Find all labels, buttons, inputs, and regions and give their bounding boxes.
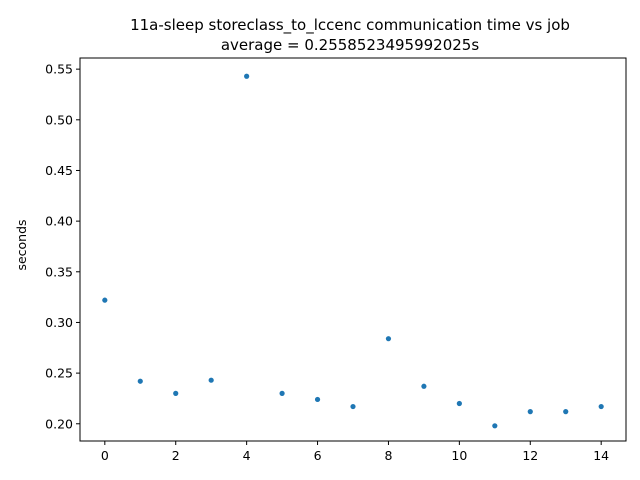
plot-area-frame [79, 57, 627, 442]
y-axis-label: seconds [14, 219, 29, 270]
x-tick-label: 14 [593, 448, 609, 463]
data-point [279, 390, 285, 396]
y-tick-label: 0.40 [45, 214, 73, 229]
data-point [173, 390, 179, 396]
chart-title: 11a-sleep storeclass_to_lccenc communica… [130, 16, 570, 35]
data-point [137, 378, 143, 384]
x-tick-label: 8 [384, 448, 392, 463]
y-tick-label: 0.45 [45, 163, 73, 178]
y-axis: 0.20 0.25 0.30 0.35 0.40 0.45 0.50 0.55 [45, 62, 80, 431]
data-point [456, 400, 462, 407]
x-tick-label: 4 [243, 448, 251, 463]
x-axis: 0 2 4 6 8 10 12 14 [101, 441, 609, 463]
data-point [527, 409, 533, 415]
chart-subtitle: average = 0.2558523495992025s [221, 36, 480, 54]
x-tick-label: 6 [314, 448, 322, 463]
x-tick-label: 2 [172, 448, 180, 463]
y-tick-label: 0.25 [45, 366, 73, 381]
data-point [102, 297, 108, 303]
x-tick-label: 0 [101, 448, 109, 463]
y-tick-label: 0.30 [45, 315, 73, 330]
x-tick-label: 10 [451, 448, 467, 463]
data-point [385, 336, 392, 342]
data-point [421, 383, 427, 389]
data-point [563, 409, 569, 415]
data-point [350, 403, 356, 410]
data-point [208, 377, 214, 383]
data-point [598, 403, 604, 410]
y-tick-label: 0.35 [45, 264, 73, 279]
y-tick-label: 0.20 [45, 416, 73, 431]
data-points [102, 73, 604, 429]
data-point [244, 73, 250, 79]
x-tick-label: 12 [522, 448, 538, 463]
y-tick-label: 0.55 [45, 62, 73, 77]
data-point [492, 423, 498, 429]
y-tick-label: 0.50 [45, 112, 73, 127]
data-point [314, 396, 321, 403]
